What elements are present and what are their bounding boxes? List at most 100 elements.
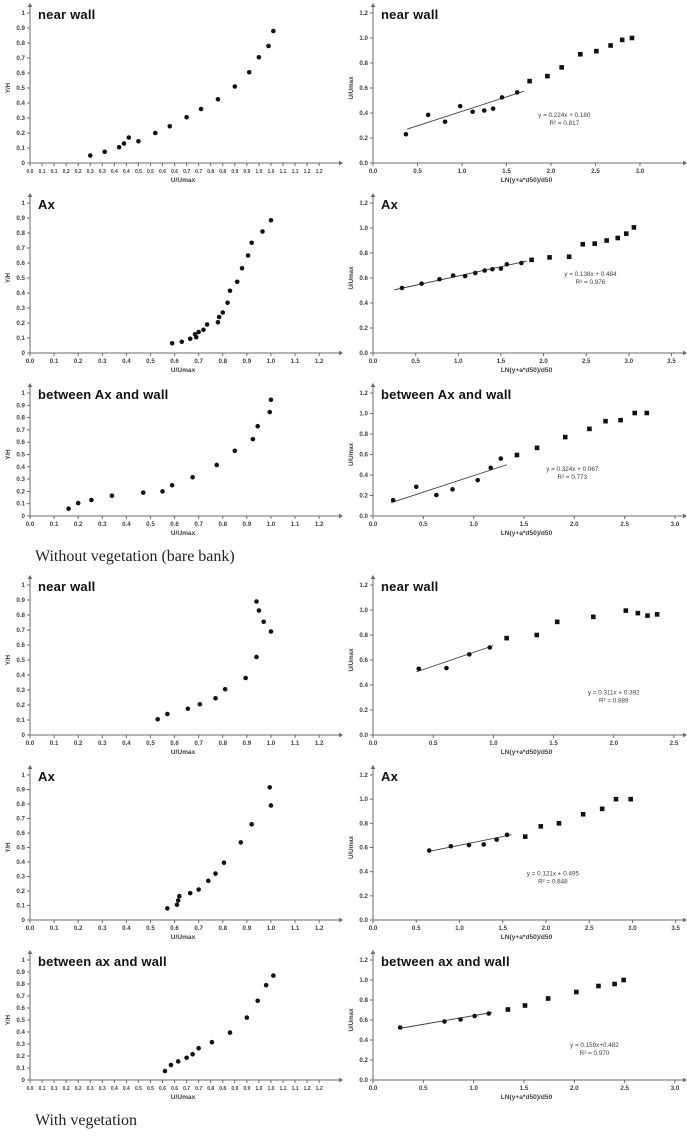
x-tick-label: 2.5 (620, 521, 629, 528)
data-point-square (504, 635, 509, 641)
x-tick-label: 0.1 (50, 358, 59, 365)
x-tick-label: 0.9 (243, 521, 252, 528)
data-point-circle (249, 822, 254, 827)
data-point-circle (227, 288, 233, 294)
chart-title: near wall (381, 579, 439, 594)
data-point-circle (490, 106, 496, 111)
x-axis-title: U/Umax (171, 1094, 196, 1101)
x-tick-label: 0.8 (218, 521, 227, 528)
x-tick-label: 2.0 (542, 925, 551, 932)
data-point-square (538, 824, 544, 829)
bare-between-log-fit-plot: 0.0 0.5 1.0 1.5 2.0 2.5 3.0 0.0 0.2 0.4 0.6 0.8 1.0 1… (348, 383, 687, 537)
x-axis-title: U/Umax (171, 367, 196, 374)
x-tick-label: 1.1 (291, 925, 300, 932)
y-tick-label: 0.7 (16, 245, 25, 252)
x-tick-label: 2.5 (620, 1085, 629, 1092)
data-point-circle (221, 860, 227, 866)
y-tick-label: 0.6 (16, 830, 25, 837)
y-tick-label: 0.2 (16, 488, 25, 495)
y-tick-label: 0.7 (16, 55, 25, 62)
x-axis-arrow-icon (339, 1077, 343, 1083)
data-point-circle (488, 465, 494, 471)
x-tick-label: 0.1 (50, 925, 59, 932)
y-axis-title: U/Umax (348, 266, 355, 290)
x-tick-label: 2.0 (547, 168, 556, 175)
x-axis-title: LN(y+a*d50)/d50 (501, 749, 553, 756)
y-tick-label: 0.4 (359, 869, 368, 876)
x-tick-label: 1.1 (291, 740, 300, 747)
y-tick-label: 0.0 (359, 160, 368, 167)
data-point-circle (192, 331, 198, 337)
y-tick-label: 0.9 (16, 215, 25, 222)
y-tick-label: 0.0 (359, 513, 368, 520)
data-point-circle (116, 144, 122, 150)
x-tick-label: 1.1 (280, 1086, 287, 1092)
data-point-circle (504, 261, 510, 267)
x-tick-label: 0.5 (146, 740, 155, 747)
x-axis-title: LN(y+a*d50)/d50 (501, 1094, 553, 1101)
x-tick-label: 0.7 (194, 358, 203, 365)
x-tick-label: 0.4 (122, 740, 131, 747)
y-tick-label: 0.1 (16, 335, 25, 342)
y-tick-label: 0.7 (16, 627, 25, 634)
data-point-circle (243, 675, 248, 681)
data-point-circle (169, 340, 175, 346)
data-point-circle (486, 1011, 492, 1016)
data-point-square (522, 1003, 528, 1008)
x-tick-label: 0.2 (63, 1086, 70, 1092)
r-squared-label: R² = 0.773 (558, 474, 588, 481)
x-tick-label: 0.7 (194, 521, 203, 528)
y-tick-label: 1.2 (359, 957, 368, 964)
x-tick-label: 0.6 (170, 521, 179, 528)
panel-bare-between-log-fit: between Ax and wall 0.0 0.5 1.0 1.5 2.0 2.5 3.… (343, 380, 687, 543)
x-tick-label: 0.0 (369, 521, 378, 528)
y-tick-label: 0.5 (16, 845, 25, 852)
bare-ax-profile-plot: 0.0 0.1 0.2 0.3 0.4 0.5 0.6 0.7 0.8 0.9 1.0 1.1 1.2 0… (5, 193, 343, 374)
x-tick-label: 1.0 (255, 1086, 262, 1092)
x-tick-label: 0.8 (207, 169, 214, 175)
x-tick-label: 1.0 (469, 521, 478, 528)
y-tick-label: 0.8 (359, 997, 368, 1004)
x-axis-title: LN(y+a*d50)/d50 (501, 934, 553, 941)
data-point-circle (426, 848, 432, 853)
y-tick-label: 0 (22, 160, 26, 167)
data-point-square (594, 48, 599, 54)
data-point-circle (450, 273, 456, 278)
data-point-circle (187, 890, 193, 896)
data-point-square (621, 977, 626, 983)
data-point-square (628, 796, 634, 802)
y-tick-label: 0.5 (16, 452, 25, 459)
data-point-circle (196, 887, 201, 892)
data-point-circle (267, 409, 273, 415)
x-tick-label: 0.0 (369, 358, 378, 365)
y-tick-label: 0.3 (16, 305, 25, 312)
data-point-circle (434, 492, 439, 498)
x-tick-label: 1.2 (315, 358, 324, 365)
x-tick-label: 2.5 (582, 358, 591, 365)
x-tick-label: 0.3 (98, 740, 107, 747)
x-axis-arrow-icon (339, 917, 343, 923)
data-point-circle (234, 279, 240, 285)
x-axis-title: U/Umax (171, 177, 196, 184)
x-tick-label: 1.5 (549, 740, 558, 747)
y-tick-label: 0.2 (359, 893, 368, 900)
y-tick-label: 0 (22, 513, 26, 520)
y-tick-label: 0.2 (16, 130, 25, 137)
data-point-circle (196, 1045, 201, 1051)
data-point-circle (425, 112, 431, 118)
x-tick-label: 1.5 (520, 1085, 529, 1092)
y-tick-label: 1.2 (359, 582, 368, 589)
x-tick-label: 0.0 (369, 1085, 378, 1092)
data-point-circle (214, 462, 220, 468)
y-tick-label: 0.6 (359, 85, 368, 92)
data-point-circle (403, 131, 409, 137)
x-tick-label: 0.1 (51, 1086, 58, 1092)
y-tick-label: 0.2 (16, 320, 25, 327)
data-point-circle (209, 1039, 215, 1045)
data-point-circle (268, 217, 274, 223)
data-point-square (534, 445, 540, 451)
y-tick-label: 0.4 (359, 682, 368, 689)
x-tick-label: 0.5 (146, 521, 155, 528)
y-tick-label: 0.4 (16, 100, 25, 107)
data-point-circle (87, 153, 93, 158)
